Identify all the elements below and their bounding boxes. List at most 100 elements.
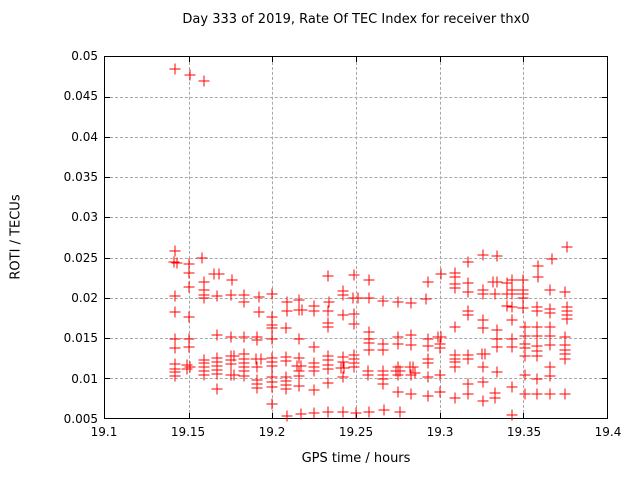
- data-point-marker: [363, 406, 375, 418]
- y-tick-label: 0.015: [63, 331, 98, 346]
- data-point-marker: [409, 367, 421, 379]
- y-tick-label: 0.045: [63, 89, 98, 104]
- chart-title: Day 333 of 2019, Rate Of TEC Index for r…: [182, 12, 530, 27]
- data-point-marker: [491, 366, 503, 378]
- data-point-marker: [420, 293, 432, 305]
- data-point-marker: [519, 369, 531, 381]
- data-point-marker: [479, 348, 491, 360]
- data-point-marker: [434, 386, 446, 398]
- data-point-marker: [544, 339, 556, 351]
- data-point-marker: [531, 345, 543, 357]
- data-point-marker: [281, 410, 293, 422]
- data-point-marker: [422, 371, 434, 383]
- x-tick-label: 19.25: [338, 425, 374, 439]
- y-tick-mark: [105, 177, 110, 179]
- data-point-marker: [348, 269, 360, 281]
- data-point-marker: [208, 268, 220, 280]
- data-point-marker: [322, 270, 334, 282]
- y-tick-mark: [602, 337, 607, 339]
- data-point-marker: [501, 277, 513, 289]
- data-point-marker: [449, 271, 461, 283]
- data-point-marker: [363, 274, 375, 286]
- data-point-marker: [169, 245, 181, 257]
- data-point-marker: [377, 344, 389, 356]
- y-tick-label: 0.03: [71, 210, 98, 225]
- data-point-marker: [183, 281, 195, 293]
- y-gridline: [105, 337, 607, 339]
- data-point-marker: [266, 360, 278, 372]
- data-point-marker: [392, 296, 404, 308]
- data-point-marker: [377, 295, 389, 307]
- data-point-marker: [293, 352, 305, 364]
- data-point-marker: [308, 305, 320, 316]
- data-point-marker: [198, 276, 210, 288]
- data-point-marker: [544, 330, 556, 342]
- x-gridline: [523, 57, 525, 418]
- data-point-marker: [293, 380, 305, 392]
- data-point-marker: [253, 291, 265, 303]
- x-gridline: [356, 57, 357, 418]
- y-tick-mark: [602, 257, 607, 259]
- data-point-marker: [322, 321, 334, 333]
- data-point-marker: [296, 304, 308, 316]
- data-point-marker: [561, 241, 573, 253]
- data-point-marker: [308, 365, 320, 377]
- data-point-marker: [280, 383, 292, 395]
- data-point-marker: [405, 369, 417, 381]
- y-tick-mark: [105, 137, 110, 139]
- data-point-marker: [168, 256, 180, 268]
- y-tick-label: 0.025: [63, 250, 98, 265]
- data-point-marker: [238, 296, 250, 308]
- data-point-marker: [501, 300, 513, 312]
- x-tick-mark: [188, 57, 190, 62]
- data-point-marker: [295, 408, 307, 420]
- x-tick-mark: [356, 57, 357, 62]
- data-point-marker: [363, 292, 375, 304]
- y-tick-label: 0.035: [63, 170, 98, 184]
- data-point-marker: [544, 284, 556, 296]
- data-point-marker: [544, 370, 556, 382]
- data-point-marker: [348, 318, 360, 330]
- y-tick-label: 0.04: [71, 129, 98, 144]
- y-tick-label: 0.02: [71, 291, 98, 305]
- data-point-marker: [293, 294, 305, 306]
- data-point-marker: [462, 388, 474, 400]
- data-point-marker: [251, 382, 263, 394]
- data-point-marker: [266, 381, 278, 393]
- data-point-marker: [519, 330, 531, 342]
- data-point-marker: [392, 369, 404, 381]
- data-point-marker: [293, 365, 305, 377]
- data-point-marker: [491, 341, 503, 353]
- y-tick-mark: [602, 297, 607, 299]
- data-point-marker: [251, 334, 263, 346]
- data-point-marker: [462, 256, 474, 268]
- data-point-marker: [281, 305, 293, 316]
- x-gridline: [272, 57, 274, 418]
- data-point-marker: [559, 353, 571, 365]
- data-point-marker: [363, 337, 375, 349]
- data-point-marker: [531, 305, 543, 317]
- data-point-marker: [198, 75, 210, 87]
- data-point-marker: [337, 406, 349, 418]
- data-point-marker: [211, 329, 223, 341]
- x-tick-label: 19.35: [506, 425, 542, 439]
- data-point-marker: [280, 355, 292, 367]
- x-tick-label: 19.2: [258, 425, 286, 439]
- y-tick-mark: [105, 257, 110, 259]
- data-point-marker: [323, 296, 335, 308]
- data-point-marker: [462, 277, 474, 289]
- data-point-marker: [266, 322, 278, 334]
- data-point-marker: [308, 407, 320, 419]
- data-point-marker: [251, 361, 263, 373]
- data-point-marker: [350, 407, 362, 419]
- data-point-marker: [517, 292, 529, 304]
- data-point-marker: [183, 341, 195, 353]
- y-tick-labels: 0.005 0.01 0.015 0.02 0.025 0.03 0.035 0.04 0.04…: [38, 49, 98, 426]
- data-point-marker: [544, 307, 556, 319]
- data-point-marker: [266, 333, 278, 345]
- data-point-marker: [198, 369, 210, 381]
- data-point-marker: [211, 290, 223, 302]
- y-gridline: [105, 97, 607, 99]
- data-point-marker: [266, 398, 278, 410]
